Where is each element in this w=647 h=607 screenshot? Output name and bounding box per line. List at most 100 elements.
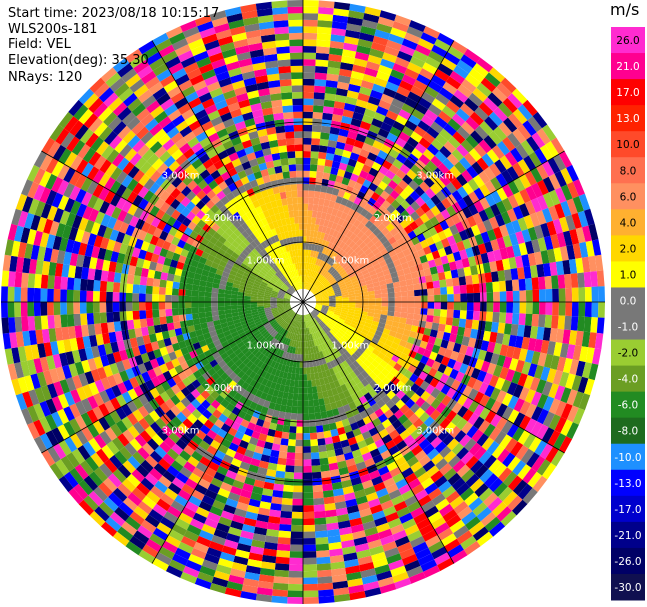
velocity-gate	[592, 239, 602, 256]
velocity-gate	[165, 409, 177, 421]
velocity-gate	[204, 466, 217, 478]
velocity-gate	[364, 457, 376, 468]
velocity-gate	[264, 323, 272, 329]
velocity-gate	[367, 312, 375, 317]
velocity-gate	[133, 385, 144, 398]
velocity-gate	[315, 305, 322, 309]
velocity-gate	[308, 320, 312, 328]
velocity-gate	[438, 503, 454, 517]
velocity-gate	[382, 52, 398, 63]
velocity-gate	[410, 271, 419, 279]
velocity-gate	[225, 334, 233, 341]
velocity-gate	[193, 273, 202, 281]
velocity-gate	[158, 458, 171, 471]
velocity-gate	[319, 245, 325, 253]
velocity-gate	[474, 106, 489, 121]
velocity-gate	[170, 384, 181, 395]
velocity-gate	[531, 314, 539, 327]
velocity-gate	[391, 321, 400, 328]
velocity-gate	[407, 336, 416, 345]
velocity-gate	[119, 302, 126, 312]
velocity-gate	[216, 128, 229, 139]
velocity-gate	[266, 313, 273, 318]
velocity-gate	[371, 417, 382, 428]
velocity-gate	[300, 334, 303, 342]
velocity-gate	[89, 334, 98, 347]
velocity-gate	[460, 139, 474, 153]
velocity-gate	[323, 271, 330, 278]
velocity-gate	[53, 207, 64, 223]
velocity-gate	[316, 211, 323, 219]
velocity-gate	[489, 261, 498, 273]
velocity-gate	[199, 565, 216, 577]
velocity-gate	[303, 400, 309, 407]
velocity-gate	[183, 148, 195, 160]
velocity-gate	[431, 74, 446, 88]
velocity-gate	[410, 428, 422, 440]
velocity-gate	[376, 364, 385, 373]
velocity-gate	[98, 107, 113, 122]
velocity-gate	[14, 302, 22, 318]
velocity-gate	[274, 332, 280, 340]
velocity-gate	[156, 219, 167, 231]
velocity-gate	[360, 568, 377, 579]
velocity-gate	[84, 347, 94, 360]
velocity-gate	[347, 158, 358, 168]
velocity-gate	[74, 325, 83, 338]
velocity-gate	[333, 273, 341, 279]
velocity-gate	[243, 413, 253, 422]
velocity-gate	[213, 122, 226, 133]
velocity-gate	[224, 289, 232, 295]
velocity-gate	[296, 426, 303, 434]
velocity-gate	[275, 397, 283, 405]
velocity-gate	[200, 204, 211, 215]
velocity-gate	[288, 432, 297, 440]
velocity-gate	[403, 450, 415, 462]
velocity-gate	[225, 285, 233, 291]
velocity-gate	[527, 116, 542, 133]
velocity-gate	[431, 233, 441, 244]
velocity-gate	[525, 313, 533, 326]
velocity-gate	[97, 224, 107, 238]
velocity-gate	[17, 241, 27, 258]
velocity-gate	[132, 451, 146, 465]
velocity-gate	[484, 206, 495, 220]
velocity-gate	[208, 541, 224, 552]
velocity-gate	[321, 291, 328, 295]
velocity-gate	[361, 291, 369, 296]
velocity-gate	[354, 161, 365, 171]
velocity-gate	[33, 302, 41, 317]
velocity-gate	[490, 190, 502, 204]
velocity-gate	[364, 383, 374, 393]
velocity-gate	[323, 219, 330, 228]
velocity-gate	[430, 121, 444, 134]
velocity-gate	[288, 310, 294, 316]
velocity-gate	[354, 307, 362, 312]
velocity-gate	[337, 319, 344, 325]
velocity-gate	[246, 280, 254, 286]
velocity-gate	[99, 291, 107, 302]
velocity-gate	[451, 413, 463, 426]
velocity-gate	[290, 353, 295, 361]
velocity-gate	[234, 430, 245, 440]
velocity-gate	[33, 167, 46, 185]
velocity-gate	[337, 266, 344, 274]
velocity-gate	[227, 167, 238, 177]
velocity-gate	[337, 426, 346, 436]
velocity-gate	[377, 372, 386, 381]
velocity-gate	[347, 436, 358, 446]
velocity-gate	[67, 265, 76, 278]
velocity-gate	[263, 239, 271, 247]
velocity-gate	[306, 276, 309, 283]
velocity-gate	[369, 215, 378, 224]
velocity-gate	[478, 102, 494, 117]
velocity-gate	[484, 116, 499, 131]
velocity-gate	[372, 348, 381, 356]
velocity-gate	[337, 520, 351, 529]
velocity-gate	[413, 313, 421, 321]
velocity-gate	[220, 112, 233, 123]
velocity-gate	[225, 317, 234, 323]
velocity-gate	[498, 121, 513, 137]
velocity-gate	[375, 302, 382, 307]
velocity-gate	[395, 214, 405, 224]
